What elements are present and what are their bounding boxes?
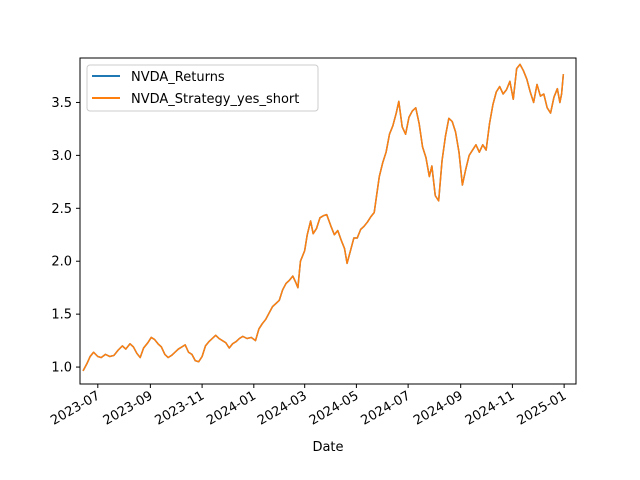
x-axis-ticks: 2023-072023-092023-112024-012024-032024-… xyxy=(48,384,569,429)
legend-box xyxy=(86,64,319,112)
x-tick-label: 2024-03 xyxy=(255,388,310,428)
y-tick-label: 3.5 xyxy=(51,96,72,111)
y-axis-ticks: 1.0 1.5 2.0 2.5 3.0 3.5 xyxy=(51,96,80,376)
plot-lines xyxy=(82,63,565,372)
x-axis-title: Date xyxy=(312,440,343,455)
x-tick-label: 2024-11 xyxy=(463,388,518,428)
y-tick-label: 3.0 xyxy=(51,149,72,164)
y-tick-label: 1.0 xyxy=(51,361,72,376)
x-tick-label: 2023-09 xyxy=(101,388,156,428)
series-line-nvda-strategy-yes-short xyxy=(82,63,565,372)
y-tick-label: 2.0 xyxy=(51,255,72,270)
x-tick-label: 2023-07 xyxy=(48,388,103,428)
legend-label-nvda-strategy: NVDA_Strategy_yes_short xyxy=(131,92,299,107)
axes-frame xyxy=(79,57,577,385)
x-tick-label: 2025-01 xyxy=(515,388,570,428)
x-tick-label: 2024-05 xyxy=(307,388,362,428)
y-tick-label: 1.5 xyxy=(51,308,72,323)
x-tick-label: 2024-09 xyxy=(411,388,466,428)
legend-label-nvda-returns: NVDA_Returns xyxy=(131,70,225,85)
x-tick-label: 2023-11 xyxy=(153,388,208,428)
x-tick-label: 2024-07 xyxy=(359,388,414,428)
y-tick-label: 2.5 xyxy=(51,202,72,217)
x-tick-label: 2024-01 xyxy=(204,388,259,428)
legend: NVDA_Returns NVDA_Strategy_yes_short xyxy=(86,64,319,112)
